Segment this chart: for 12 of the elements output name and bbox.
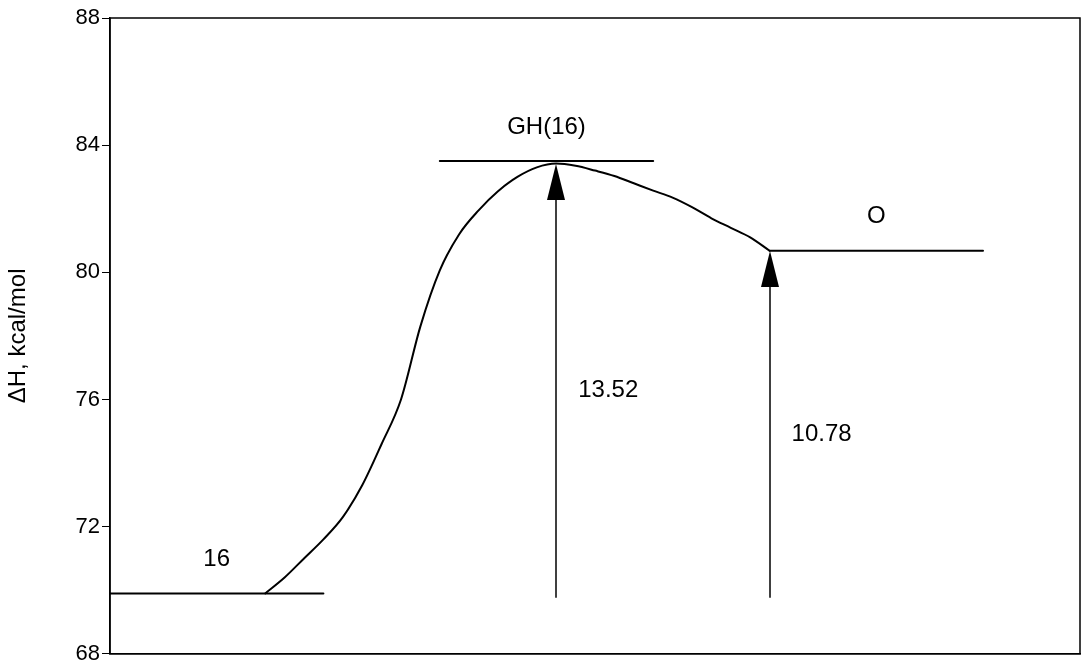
- y-axis-title: ΔH, kcal/mol: [3, 268, 31, 404]
- y-tick-label: 68: [75, 639, 100, 665]
- series-label: GH(16): [507, 111, 586, 139]
- annotation: 13.52: [578, 375, 639, 403]
- series-label: O: [866, 201, 886, 229]
- series-label: 16: [203, 544, 231, 572]
- annotation: 10.78: [791, 418, 852, 446]
- y-tick-label: 88: [75, 4, 100, 30]
- y-tick-label: 80: [75, 258, 100, 284]
- y-tick-label: 84: [75, 131, 100, 157]
- y-tick-label: 76: [75, 385, 100, 411]
- y-tick-label: 72: [75, 512, 100, 538]
